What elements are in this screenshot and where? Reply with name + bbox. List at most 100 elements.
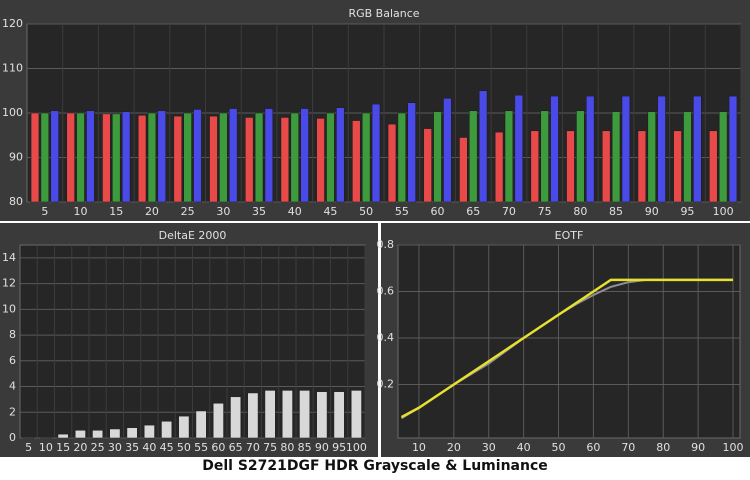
x-tick-label: 30: [216, 205, 230, 218]
x-tick-label: 50: [177, 441, 191, 454]
bar: [728, 95, 738, 203]
bar: [693, 95, 702, 203]
x-tick-label: 5: [41, 205, 48, 218]
x-tick-label: 70: [246, 441, 260, 454]
bar: [586, 95, 595, 203]
chart-title: DeltaE 2000: [159, 229, 227, 242]
bar: [219, 112, 228, 203]
bar: [397, 112, 407, 203]
x-tick-label: 50: [359, 205, 373, 218]
bar: [683, 111, 692, 203]
x-tick-label: 30: [108, 441, 122, 454]
bar: [86, 110, 95, 203]
bar: [459, 137, 468, 203]
bar: [576, 110, 585, 203]
bar: [161, 421, 173, 439]
bar: [76, 112, 85, 203]
bar: [102, 113, 111, 203]
bar: [143, 424, 155, 439]
x-tick-label: 80: [280, 441, 294, 454]
x-tick-label: 40: [288, 205, 302, 218]
bar: [361, 112, 371, 203]
x-tick-label: 45: [323, 205, 337, 218]
x-tick-label: 35: [125, 441, 139, 454]
y-tick-label: 4: [9, 380, 16, 393]
x-tick-label: 10: [39, 441, 53, 454]
x-tick-label: 60: [586, 441, 600, 454]
bar: [230, 396, 242, 439]
bar: [57, 433, 69, 439]
x-tick-label: 65: [229, 441, 243, 454]
y-tick-label: 6: [9, 354, 16, 367]
bar: [183, 112, 192, 203]
bar: [657, 95, 666, 203]
bar: [92, 430, 104, 439]
x-tick-label: 90: [691, 441, 705, 454]
bar: [280, 117, 290, 203]
x-tick-label: 25: [91, 441, 105, 454]
bar: [212, 403, 224, 439]
bar: [157, 110, 166, 203]
bar: [333, 391, 345, 439]
y-tick-label: 14: [2, 251, 16, 264]
bar: [30, 112, 40, 203]
bar: [350, 390, 362, 439]
bar: [299, 390, 311, 439]
x-tick-label: 50: [552, 441, 566, 454]
x-tick-label: 85: [298, 441, 312, 454]
bar: [478, 90, 488, 203]
x-tick-label: 60: [431, 205, 445, 218]
x-tick-label: 75: [263, 441, 277, 454]
x-tick-label: 10: [412, 441, 426, 454]
bar: [112, 113, 121, 203]
bar: [40, 112, 50, 203]
x-tick-label: 70: [502, 205, 516, 218]
y-tick-label: 0: [9, 431, 16, 444]
bar: [433, 111, 442, 203]
bar: [504, 110, 514, 203]
x-tick-label: 85: [609, 205, 623, 218]
x-tick-label: 15: [56, 441, 70, 454]
x-tick-label: 5: [25, 441, 32, 454]
bar: [264, 108, 274, 203]
x-tick-label: 15: [109, 205, 123, 218]
bar: [443, 98, 452, 203]
x-tick-label: 40: [142, 441, 156, 454]
chart-title: RGB Balance: [348, 7, 419, 20]
x-tick-label: 100: [713, 205, 734, 218]
x-tick-label: 60: [211, 441, 225, 454]
bar: [647, 111, 656, 203]
bar: [193, 109, 202, 203]
y-tick-label: 80: [9, 195, 23, 208]
bar: [621, 95, 631, 203]
bar: [195, 410, 207, 439]
x-tick-label: 45: [160, 441, 174, 454]
bar: [718, 111, 728, 203]
x-tick-label: 95: [680, 205, 694, 218]
bar: [407, 102, 416, 203]
bar: [423, 128, 432, 203]
bar: [229, 108, 238, 203]
x-tick-label: 100: [346, 441, 367, 454]
bar: [281, 390, 293, 439]
bar: [147, 112, 157, 203]
x-tick-label: 20: [145, 205, 159, 218]
y-tick-label: 100: [2, 106, 23, 119]
plot-area: [397, 244, 741, 439]
y-tick-label: 0.6: [377, 285, 395, 298]
bar: [514, 94, 523, 203]
bar: [326, 112, 335, 203]
x-tick-label: 25: [181, 205, 195, 218]
bar: [254, 112, 264, 203]
bar: [550, 95, 559, 203]
bar: [40, 437, 52, 439]
x-tick-label: 75: [538, 205, 552, 218]
y-tick-label: 90: [9, 151, 23, 164]
bar: [371, 103, 381, 203]
bar: [352, 120, 361, 203]
x-tick-label: 100: [723, 441, 744, 454]
bar: [540, 110, 549, 203]
bar: [673, 130, 682, 203]
bar: [264, 390, 276, 439]
